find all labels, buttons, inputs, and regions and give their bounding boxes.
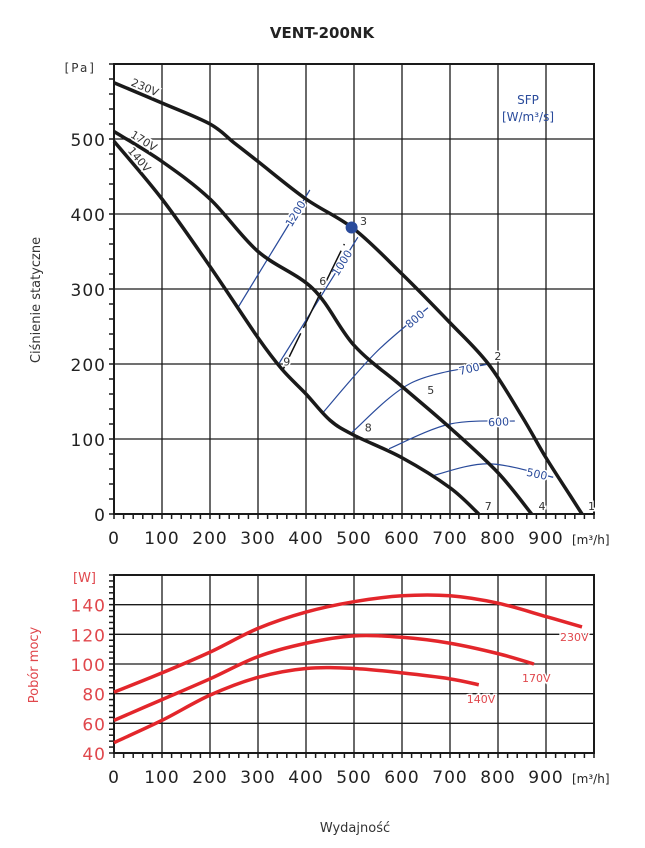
power-curve-label: 230V: [560, 631, 589, 644]
sfp-line-label: 700: [458, 360, 481, 378]
power-xtick-label: 500: [336, 768, 371, 788]
power-xtick-label: 400: [288, 768, 323, 788]
sfp-line-label: 500: [525, 466, 548, 483]
power-xtick-label: 900: [528, 768, 563, 788]
sfp-line-1000: [277, 236, 359, 366]
pressure-xtick-label: 700: [432, 529, 467, 549]
point-label: 5: [427, 384, 434, 397]
pressure-ytick-label: 500: [71, 131, 106, 151]
power-axis-title: Pobór mocy: [27, 626, 42, 703]
power-ytick-label: 80: [82, 686, 106, 706]
point-label: 1: [588, 500, 595, 513]
sfp-unit-label: [W/m³/s]: [502, 110, 554, 124]
power-curve-140V: [113, 665, 480, 745]
pressure-axis-title: Ciśnienie statyczne: [29, 237, 44, 363]
chart-title: VENT-200NK: [270, 24, 376, 42]
pressure-xunit-label: [m³/h]: [572, 533, 610, 547]
power-xtick-label: 300: [240, 768, 275, 788]
pressure-xtick-label: 400: [288, 529, 323, 549]
point-label: 4: [539, 500, 546, 513]
sfp-line-label: 600: [488, 415, 510, 429]
pressure-ytick-label: 0: [94, 506, 106, 526]
power-curve-label: 170V: [522, 672, 551, 685]
power-ytick-label: 100: [71, 656, 106, 676]
power-xtick-label: 800: [480, 768, 515, 788]
pressure-xtick-label: 200: [192, 529, 227, 549]
power-curve-label: 140V: [467, 693, 496, 706]
point-label: 8: [365, 421, 372, 434]
power-xtick-label: 100: [144, 768, 179, 788]
pressure-xtick-label: 300: [240, 529, 275, 549]
operating-point-marker: [345, 221, 358, 234]
power-xtick-label: 600: [384, 768, 419, 788]
pressure-unit-label: [Pa]: [65, 61, 96, 75]
sfp-line-label: 1000: [329, 248, 355, 279]
pressure-xtick-label: 800: [480, 529, 515, 549]
x-axis-title: Wydajność: [320, 821, 390, 836]
power-ytick-label: 140: [71, 597, 106, 617]
pressure-xtick-label: 900: [528, 529, 563, 549]
power-ytick-label: 40: [82, 745, 106, 765]
sfp-line-700: [351, 363, 489, 433]
pressure-curve-230V: [113, 81, 584, 515]
pressure-xtick-label: 0: [108, 529, 120, 549]
pressure-curve-170V: [113, 130, 533, 516]
sfp-line-600: [388, 420, 515, 450]
pressure-curve-140V: [112, 140, 480, 516]
power-curve-170V: [113, 633, 535, 722]
point-label: 7: [485, 500, 492, 513]
point-label: 3: [360, 215, 367, 228]
pressure-ytick-label: 200: [71, 356, 106, 376]
power-xunit-label: [m³/h]: [572, 772, 610, 786]
point-label: 2: [494, 350, 501, 363]
pressure-xtick-label: 600: [384, 529, 419, 549]
pressure-ytick-label: 100: [71, 431, 106, 451]
pressure-ytick-label: 400: [71, 206, 106, 226]
sfp-label: SFP: [517, 93, 539, 107]
power-xtick-label: 0: [108, 768, 120, 788]
power-xtick-label: 200: [192, 768, 227, 788]
power-curve-230V: [113, 593, 583, 694]
power-ytick-label: 60: [82, 715, 106, 735]
point-label: 9: [283, 355, 290, 368]
sfp-line-800: [322, 307, 429, 414]
pressure-xtick-label: 100: [144, 529, 179, 549]
power-ytick-label: 120: [71, 626, 106, 646]
point-label: 6: [319, 275, 326, 288]
pressure-ytick-label: 300: [71, 281, 106, 301]
dashed-operating-line: [282, 243, 346, 370]
power-unit-label: [W]: [73, 571, 96, 586]
pressure-xtick-label: 500: [336, 529, 371, 549]
power-xtick-label: 700: [432, 768, 467, 788]
